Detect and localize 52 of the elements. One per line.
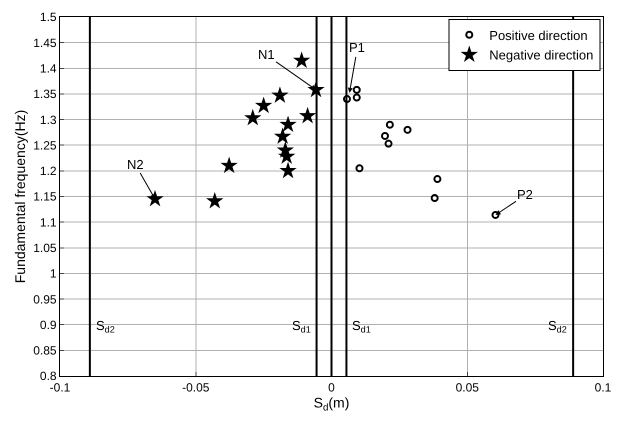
y-tick-label: 1.35 (33, 87, 57, 102)
y-tick-label: 1 (50, 266, 57, 281)
y-tick-label: 1.2 (40, 164, 57, 178)
annotation: P1 (349, 40, 365, 55)
point (271, 86, 289, 103)
ref-line-label: S$_{d2}$ (548, 318, 567, 335)
ref-line-label: S$_{d2}$ (96, 318, 115, 335)
y-tick-label: 1.15 (33, 190, 57, 204)
y-tick-label: 0.85 (33, 344, 57, 358)
annotation: P2 (517, 187, 533, 202)
y-tick-label: 1.1 (40, 215, 57, 230)
point (430, 194, 439, 202)
point (342, 95, 351, 104)
point (292, 51, 310, 68)
y-tick-label: 1.4 (40, 61, 57, 76)
point (355, 164, 364, 172)
y-tick-label: 1.3 (40, 112, 57, 127)
y-tick-label: 1.25 (33, 138, 57, 152)
y-tick-label: 1.5 (40, 10, 57, 24)
point (206, 192, 224, 208)
point (352, 86, 361, 94)
point (491, 210, 500, 219)
ref-line-label: S$_{d1}$ (292, 318, 311, 335)
annotation: N1 (258, 47, 275, 62)
x-tick-label: -0.05 (182, 380, 210, 394)
x-axis-title: S$_{d}$(m) (314, 394, 350, 414)
point (433, 175, 442, 184)
y-tick-label: 0.95 (33, 292, 57, 306)
y-tick-label: 1.05 (33, 240, 57, 255)
x-tick-label: 0 (328, 380, 336, 394)
legend-label: Positive direction (489, 28, 588, 43)
point (352, 94, 361, 102)
point (274, 127, 292, 144)
legend-label: Negative direction (489, 48, 594, 63)
y-tick-label: 1.45 (33, 36, 57, 50)
point (279, 116, 297, 132)
point (220, 156, 238, 174)
point (244, 108, 262, 126)
point (386, 120, 394, 129)
y-axis-title: Fundamental frequency(Hz) (12, 110, 28, 284)
point (404, 126, 412, 134)
x-tick-label: 0.1 (594, 380, 612, 394)
point (254, 96, 272, 114)
point (298, 106, 316, 124)
point (279, 162, 297, 178)
point (384, 140, 393, 148)
x-tick-label: 0.05 (456, 380, 480, 394)
point (146, 190, 164, 206)
point (380, 132, 389, 140)
annotation: N2 (127, 157, 144, 172)
y-tick-label: 0.9 (40, 318, 57, 332)
ref-line-label: S$_{d1}$ (352, 318, 371, 335)
